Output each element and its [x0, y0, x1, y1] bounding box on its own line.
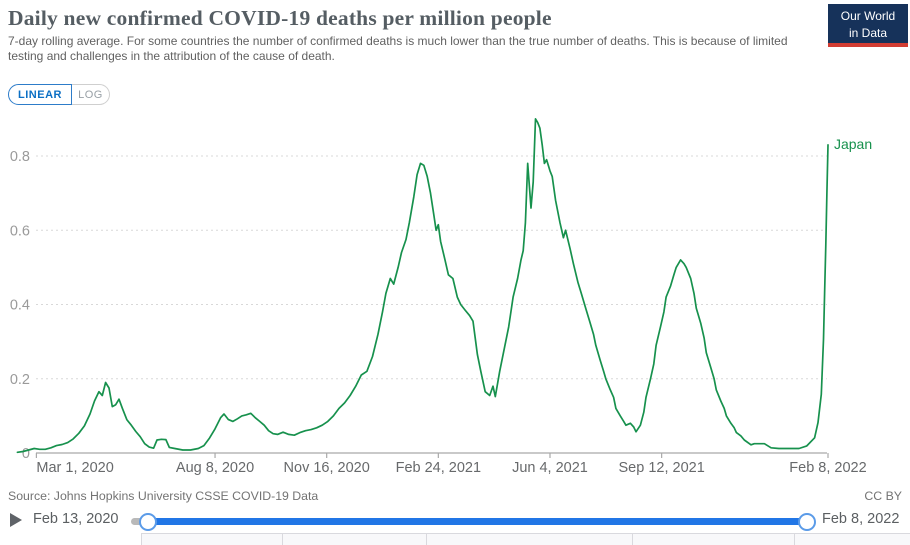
chart-canvas[interactable]: 0 0.2 0.4 0.6 0.8 Mar 1, 2020 Aug 8, 2020 Nov 1… — [0, 108, 910, 480]
x-axis-tick-label: Nov 16, 2020 — [284, 460, 370, 476]
owid-logo[interactable]: Our World in Data — [828, 4, 908, 47]
table-cell — [283, 533, 427, 545]
table-cell — [141, 533, 283, 545]
table-cell — [795, 533, 910, 545]
x-axis-tick-label: Jun 4, 2021 — [512, 460, 588, 476]
timeline-control: Feb 13, 2020 Feb 8, 2022 — [0, 506, 910, 536]
x-axis-tick-label: Feb 8, 2022 — [789, 460, 866, 476]
chart-subtitle: 7-day rolling average. For some countrie… — [8, 34, 788, 63]
timeline-end-date: Feb 8, 2022 — [822, 511, 900, 527]
table-cell — [427, 533, 633, 545]
y-axis-tick-label: 0.8 — [10, 149, 30, 165]
page-title: Daily new confirmed COVID-19 deaths per … — [8, 6, 552, 30]
x-axis-tick-label: Feb 24, 2021 — [396, 460, 481, 476]
timeline-track-active[interactable] — [145, 518, 809, 525]
data-table-partial[interactable] — [141, 533, 910, 545]
license-badge[interactable]: CC BY — [864, 489, 902, 503]
x-axis-tick-label: Mar 1, 2020 — [36, 460, 113, 476]
table-cell — [633, 533, 795, 545]
owid-logo-line1: Our World — [840, 9, 896, 23]
y-axis-tick-label: 0.4 — [10, 298, 30, 314]
owid-logo-line2: in Data — [848, 26, 888, 41]
y-axis-tick-label: 0.2 — [10, 372, 30, 388]
timeline-handle-end[interactable] — [798, 512, 816, 531]
timeline-handle-start[interactable] — [139, 512, 157, 531]
scale-toggle-log[interactable]: LOG — [72, 84, 110, 105]
japan-line — [16, 118, 829, 454]
x-axis-tick-label: Aug 8, 2020 — [176, 460, 254, 476]
scale-toggle-linear[interactable]: LINEAR — [8, 84, 72, 105]
series-end-label: Japan — [834, 136, 872, 152]
y-axis-tick-label: 0 — [22, 446, 30, 462]
y-axis-tick-label: 0.6 — [10, 223, 30, 239]
source-note: Source: Johns Hopkins University CSSE CO… — [8, 489, 319, 503]
timeline-start-date: Feb 13, 2020 — [33, 511, 119, 527]
x-axis-tick-label: Sep 12, 2021 — [618, 460, 704, 476]
play-button[interactable] — [8, 512, 24, 528]
